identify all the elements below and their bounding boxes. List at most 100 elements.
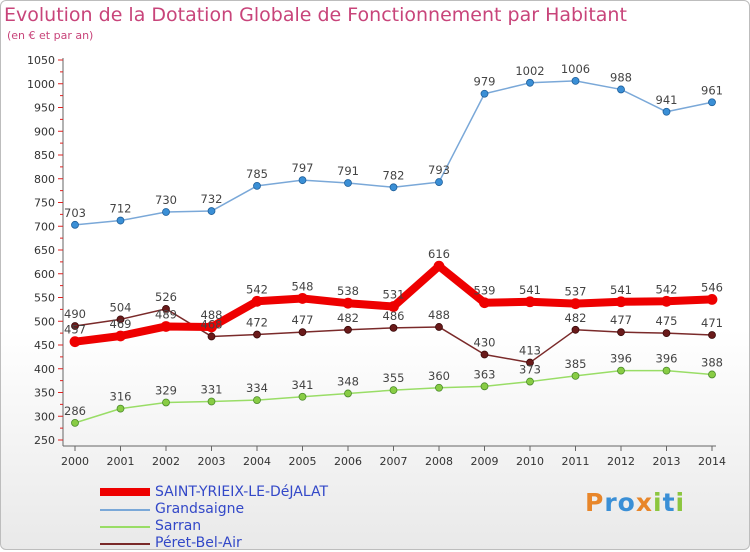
legend-label-grandsaigne: Grandsaigne [155, 501, 245, 517]
data-point-grandsaigne [526, 78, 534, 87]
data-label-peret-bel-air: 486 [383, 309, 405, 323]
data-point-saint-yrieix [342, 297, 354, 309]
data-label-saint-yrieix: 537 [565, 285, 587, 299]
logo-letter: r [604, 488, 618, 517]
data-point-saint-yrieix [69, 336, 81, 348]
legend-swatch-grandsaigne [100, 509, 150, 511]
data-point-peret-bel-air [389, 323, 398, 332]
data-point-saint-yrieix [160, 321, 172, 332]
data-point-grandsaigne [116, 216, 125, 225]
legend-swatch-peret-bel-air [100, 543, 150, 545]
data-point-saint-yrieix [570, 298, 581, 310]
x-tick-label: 2003 [198, 455, 226, 468]
data-label-sarran: 385 [565, 357, 587, 371]
data-label-peret-bel-air: 526 [155, 290, 177, 304]
legend-label-sarran: Sarran [155, 518, 202, 534]
data-point-saint-yrieix [206, 321, 217, 333]
data-label-saint-yrieix: 541 [610, 283, 632, 297]
data-point-peret-bel-air [344, 325, 352, 334]
data-label-peret-bel-air: 482 [565, 311, 587, 325]
data-point-saint-yrieix [661, 295, 672, 307]
data-label-sarran: 334 [246, 381, 268, 395]
data-point-grandsaigne [571, 77, 580, 85]
legend-swatch-sarran [100, 526, 150, 528]
data-point-saint-yrieix [524, 296, 536, 308]
data-point-grandsaigne [389, 183, 398, 192]
data-label-peret-bel-air: 490 [64, 307, 86, 321]
data-label-sarran: 373 [519, 363, 541, 377]
x-tick-label: 2007 [380, 455, 408, 468]
data-label-grandsaigne: 961 [701, 83, 723, 97]
x-tick-label: 2001 [107, 455, 135, 468]
y-tick-label: 1000 [27, 78, 55, 91]
data-label-grandsaigne: 1002 [515, 64, 544, 78]
y-tick-label: 600 [34, 268, 55, 281]
data-label-peret-bel-air: 413 [519, 344, 541, 358]
y-tick-label: 250 [34, 434, 55, 447]
data-label-sarran: 360 [428, 369, 450, 383]
data-label-sarran: 341 [292, 378, 314, 392]
x-tick-label: 2008 [425, 455, 453, 468]
data-label-peret-bel-air: 488 [428, 308, 450, 322]
data-point-sarran [389, 386, 398, 395]
data-label-sarran: 348 [337, 374, 359, 388]
data-label-sarran: 286 [64, 404, 86, 418]
y-tick-label: 800 [34, 173, 55, 186]
x-tick-label: 2014 [698, 455, 726, 468]
data-label-saint-yrieix: 546 [701, 280, 723, 294]
data-label-saint-yrieix: 457 [64, 323, 86, 337]
data-label-sarran: 355 [383, 371, 405, 385]
data-point-sarran [253, 396, 261, 405]
data-point-grandsaigne [708, 98, 716, 107]
data-label-peret-bel-air: 468 [201, 317, 223, 331]
logo-letter: i [675, 488, 686, 517]
logo-letter: o [617, 488, 636, 517]
logo-letter: x [635, 488, 653, 517]
data-label-sarran: 316 [110, 390, 132, 404]
data-point-peret-bel-air [708, 331, 716, 339]
data-point-peret-bel-air [207, 332, 216, 341]
data-point-grandsaigne [480, 89, 489, 98]
data-point-sarran [207, 397, 216, 406]
data-point-grandsaigne [344, 179, 352, 187]
data-label-saint-yrieix: 488 [201, 308, 223, 322]
data-point-saint-yrieix [388, 301, 399, 312]
data-point-sarran [617, 366, 625, 375]
data-point-sarran [526, 377, 534, 386]
data-label-saint-yrieix: 469 [110, 317, 132, 331]
y-tick-label: 850 [34, 149, 55, 162]
data-point-grandsaigne [298, 176, 307, 185]
data-label-saint-yrieix: 542 [656, 282, 678, 296]
data-point-saint-yrieix [251, 295, 263, 307]
data-point-sarran [298, 392, 307, 401]
data-label-saint-yrieix: 548 [292, 279, 314, 293]
x-tick-label: 2002 [152, 455, 180, 468]
data-label-sarran: 331 [201, 383, 223, 397]
data-point-peret-bel-air [162, 304, 170, 313]
data-point-sarran [662, 366, 671, 375]
data-point-peret-bel-air [526, 358, 534, 367]
data-label-peret-bel-air: 475 [656, 314, 678, 328]
data-point-sarran [435, 383, 443, 392]
x-tick-label: 2012 [607, 455, 635, 468]
logo-letter: P [585, 488, 605, 517]
data-point-grandsaigne [207, 207, 216, 215]
data-label-grandsaigne: 732 [201, 192, 223, 206]
data-point-saint-yrieix [615, 296, 627, 308]
data-label-grandsaigne: 785 [246, 167, 268, 181]
data-point-peret-bel-air [298, 328, 307, 337]
data-label-sarran: 396 [656, 352, 678, 366]
data-point-grandsaigne [253, 181, 261, 190]
x-tick-label: 2010 [516, 455, 544, 468]
data-point-grandsaigne [162, 208, 170, 216]
x-tick-label: 2005 [289, 455, 317, 468]
data-label-saint-yrieix: 616 [428, 247, 450, 261]
data-label-sarran: 363 [474, 367, 496, 381]
y-tick-label: 650 [34, 244, 55, 257]
data-point-saint-yrieix [115, 330, 126, 342]
data-label-peret-bel-air: 430 [474, 336, 496, 350]
data-point-sarran [480, 382, 489, 391]
data-label-saint-yrieix: 531 [383, 288, 405, 302]
x-tick-label: 2000 [61, 455, 89, 468]
